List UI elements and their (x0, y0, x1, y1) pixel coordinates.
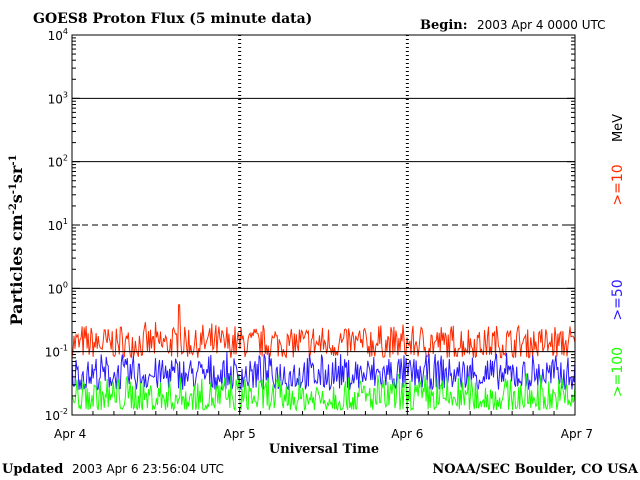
credit: NOAA/SEC Boulder, CO USA (432, 462, 639, 477)
y-axis-label: Particles cm-2s-1sr-1 (7, 155, 26, 326)
y-tick-label: 102 (48, 154, 68, 170)
legend-unit: MeV (611, 114, 626, 142)
y-tick-label: 101 (48, 217, 68, 233)
axis-layer: 10-2 10-1 100 101 102 103 104 Apr 4 Apr 5 Apr 6 Ap… (45, 27, 593, 441)
updated-label: Updated (2, 462, 63, 477)
x-axis-label: Universal Time (269, 442, 379, 457)
series-line (71, 351, 576, 391)
series-layer (71, 304, 576, 412)
y-tick-label: 103 (48, 90, 68, 106)
legend-entry: >=10 (610, 164, 626, 205)
begin-value: 2003 Apr 4 0000 UTC (477, 18, 606, 32)
y-tick-label: 10-2 (45, 407, 68, 423)
series-line (71, 304, 576, 359)
legend-entry: >=100 (610, 347, 626, 397)
grid-layer (72, 35, 575, 415)
x-tick-label: Apr 6 (391, 427, 423, 441)
x-tick-label: Apr 7 (561, 427, 593, 441)
y-tick-label: 10-1 (45, 344, 68, 360)
series-line (71, 373, 576, 412)
legend: >=10 >=50 >=100 MeV (610, 114, 626, 397)
x-tick-label: Apr 5 (224, 427, 256, 441)
begin-label: Begin: (420, 18, 468, 33)
chart-title: GOES8 Proton Flux (5 minute data) (33, 11, 312, 27)
y-tick-label: 104 (48, 27, 68, 43)
legend-entry: >=50 (610, 279, 626, 320)
x-tick-label: Apr 4 (54, 427, 86, 441)
y-tick-label: 100 (48, 280, 68, 296)
updated-value: 2003 Apr 6 23:56:04 UTC (72, 462, 224, 476)
